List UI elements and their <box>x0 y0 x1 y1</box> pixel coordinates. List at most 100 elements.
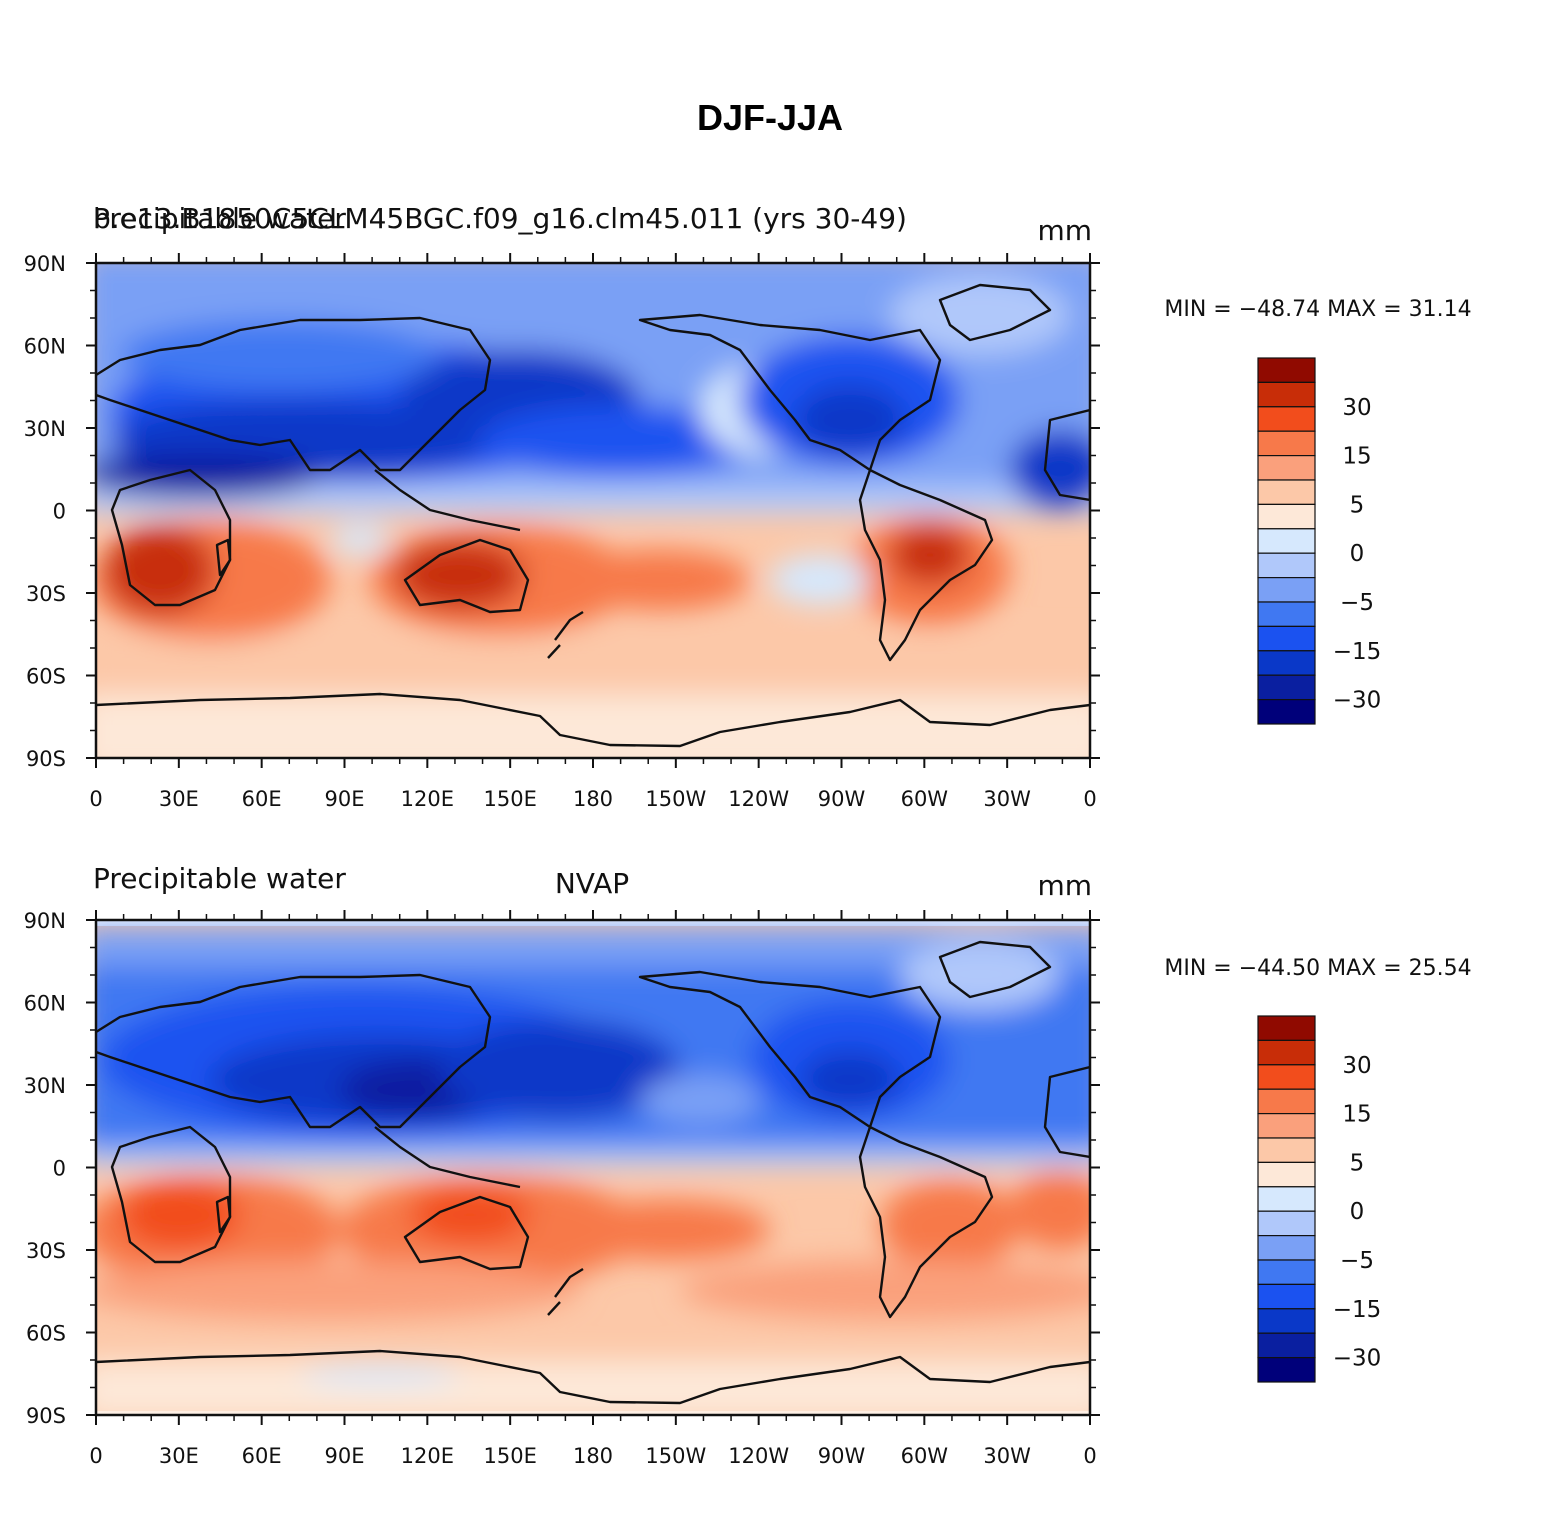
y-tick-label: 90S <box>26 1404 66 1428</box>
y-tick-label: 90N <box>24 909 66 933</box>
colorbar-box <box>1257 552 1316 579</box>
colorbar-box <box>1257 381 1316 408</box>
panel-model-stats: MIN = −48.74 MAX = 31.14 <box>1164 297 1471 322</box>
y-tick-label: 0 <box>53 500 66 524</box>
colorbar-label: 15 <box>1342 444 1371 470</box>
panel-obs-header: Precipitable water NVAP mm <box>93 862 1092 902</box>
x-tick-label: 60E <box>242 1444 282 1468</box>
y-tick-label: 30S <box>26 1239 66 1263</box>
x-tick-label: 120W <box>728 787 789 811</box>
colorbar-label: −5 <box>1340 590 1374 616</box>
colorbar-box <box>1257 1308 1316 1334</box>
colorbar-box <box>1257 625 1316 652</box>
x-tick-label: 30W <box>983 787 1031 811</box>
x-tick-label: 60E <box>242 787 282 811</box>
x-tick-label: 150E <box>483 787 536 811</box>
y-tick-label: 60N <box>24 335 66 359</box>
colorbar-label: 5 <box>1350 492 1365 518</box>
colorbar-label: −15 <box>1333 1297 1382 1323</box>
colorbar-label: 30 <box>1342 395 1371 421</box>
colorbar-box <box>1257 1234 1316 1261</box>
y-tick-label: 60S <box>26 665 66 689</box>
x-tick-label: 30E <box>159 787 199 811</box>
figure-title: DJF-JJA <box>697 97 843 138</box>
colorbar-box <box>1257 406 1316 432</box>
y-tick-label: 30N <box>24 1074 66 1098</box>
panel-model: Precipitable water b.e13.B1850C5CLM45BGC… <box>24 202 1472 811</box>
colorbar-box <box>1257 455 1316 481</box>
panel-obs-variable: Precipitable water <box>93 862 346 895</box>
panel-model-header: Precipitable water b.e13.B1850C5CLM45BGC… <box>93 202 1092 247</box>
panel-model-contours <box>96 263 1090 758</box>
panel-obs-contours <box>96 926 1090 1415</box>
x-tick-label: 120W <box>728 1444 789 1468</box>
panel-obs-units: mm <box>1037 869 1092 902</box>
panel-obs-source: NVAP <box>555 867 629 900</box>
x-tick-label: 30W <box>983 1444 1031 1468</box>
y-tick-label: 90S <box>26 747 66 771</box>
y-tick-label: 0 <box>53 1157 66 1181</box>
colorbar-box <box>1257 357 1316 383</box>
colorbar-box <box>1257 601 1316 627</box>
colorbar-box <box>1257 1210 1316 1237</box>
y-tick-label: 30N <box>24 417 66 441</box>
colorbar-box <box>1257 1161 1316 1188</box>
colorbar-label: 0 <box>1350 541 1365 567</box>
colorbar-box <box>1257 430 1316 457</box>
colorbar-box <box>1257 1088 1316 1115</box>
panel-model-case: b.e13.B1850C5CLM45BGC.f09_g16.clm45.011 … <box>93 202 907 235</box>
panel-obs-colorbar: 30 15 5 0 −5 −15 −30 <box>1257 1015 1382 1383</box>
colorbar-label: −30 <box>1333 1346 1382 1372</box>
x-tick-label: 120E <box>401 787 454 811</box>
colorbar-box <box>1257 479 1316 505</box>
colorbar-box <box>1257 650 1316 676</box>
colorbar-box <box>1257 1283 1316 1310</box>
colorbar-box <box>1257 1039 1316 1066</box>
panel-obs-axes: 0 30E 60E 90E 120E 150E 180 150W 120W 90W 60W 30W 09… <box>24 909 1100 1468</box>
colorbar-box <box>1257 576 1316 603</box>
colorbar-box <box>1257 528 1316 554</box>
x-tick-label: 90W <box>818 787 866 811</box>
colorbar-box <box>1257 1015 1316 1041</box>
coastlines <box>96 283 1090 748</box>
colorbar-box <box>1257 1137 1316 1163</box>
panel-model-colorbar: 30 15 5 0 −5 −15 −30 <box>1257 357 1381 725</box>
colorbar-box <box>1257 503 1316 530</box>
colorbar-box <box>1257 1356 1316 1383</box>
x-tick-label: 120E <box>401 1444 454 1468</box>
colorbar-box <box>1257 1259 1316 1285</box>
colorbar-box <box>1257 698 1316 725</box>
colorbar-box <box>1257 1332 1316 1359</box>
panel-obs-stats: MIN = −44.50 MAX = 25.54 <box>1164 956 1471 981</box>
x-tick-label: 0 <box>1083 787 1096 811</box>
x-tick-label: 0 <box>1083 1444 1096 1468</box>
panel-model-axes: 0 30E 60E 90E 120E 150E 180 150W 120W 90W 60W 30W 09… <box>24 252 1100 811</box>
x-tick-label: 180 <box>573 1444 613 1468</box>
y-tick-label: 90N <box>24 252 66 276</box>
x-tick-label: 0 <box>89 787 102 811</box>
x-tick-label: 90E <box>325 1444 365 1468</box>
x-tick-label: 30E <box>159 1444 199 1468</box>
panel-model-variable: Precipitable water <box>93 202 346 235</box>
panel-model-map <box>96 263 1090 758</box>
colorbar-box <box>1257 1064 1316 1090</box>
colorbar-box <box>1257 1112 1316 1139</box>
y-tick-label: 30S <box>26 582 66 606</box>
x-tick-label: 60W <box>901 1444 949 1468</box>
x-tick-label: 150E <box>483 1444 536 1468</box>
colorbar-label: 30 <box>1342 1053 1371 1079</box>
y-tick-label: 60S <box>26 1322 66 1346</box>
colorbar-box <box>1257 674 1316 701</box>
x-tick-label: 60W <box>901 787 949 811</box>
panel-obs-map <box>96 920 1090 1415</box>
x-tick-label: 150W <box>645 1444 706 1468</box>
x-tick-label: 150W <box>645 787 706 811</box>
panel-model-units: mm <box>1037 214 1092 247</box>
y-tick-label: 60N <box>24 992 66 1016</box>
colorbar-label: 5 <box>1350 1150 1365 1176</box>
x-tick-label: 0 <box>89 1444 102 1468</box>
colorbar-box <box>1257 1186 1316 1212</box>
coastlines <box>96 940 1090 1405</box>
colorbar-label: −5 <box>1340 1248 1374 1274</box>
